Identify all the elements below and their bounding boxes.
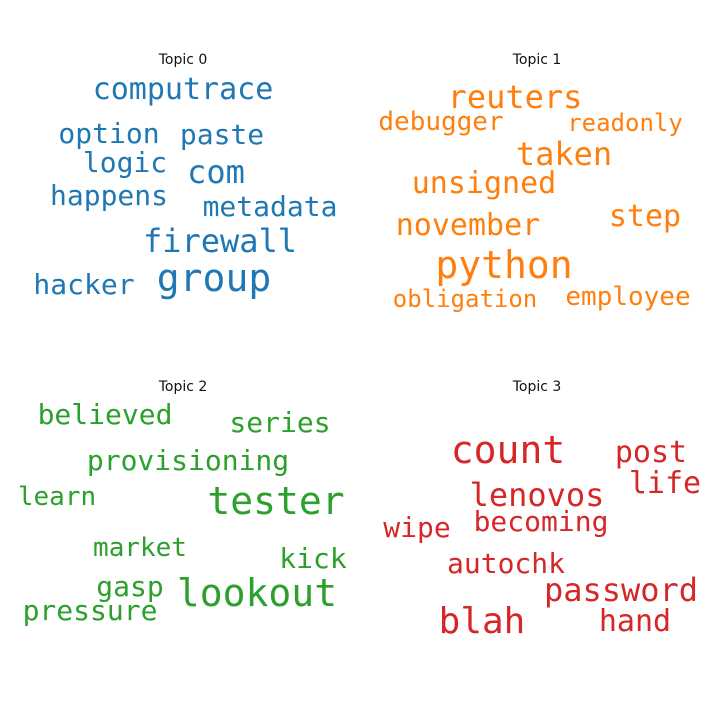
cloud-word: group bbox=[156, 256, 272, 300]
panel-title: Topic 0 bbox=[158, 52, 208, 68]
cloud-word: metadata bbox=[202, 190, 338, 223]
cloud-word: happens bbox=[49, 179, 169, 212]
cloud-word: post bbox=[614, 435, 688, 470]
cloud-word: autochk bbox=[446, 547, 566, 580]
cloud-word: obligation bbox=[392, 285, 538, 313]
cloud-word: readonly bbox=[567, 109, 683, 137]
cloud-word: kick bbox=[279, 542, 347, 575]
cloud-word: logic bbox=[82, 146, 168, 179]
cloud-word: option bbox=[58, 117, 160, 150]
cloud-word: debugger bbox=[378, 107, 504, 137]
topic-panel-1: Topic 1 reuters debugger readonly taken unsi… bbox=[360, 0, 720, 360]
cloud-word: reuters bbox=[447, 78, 583, 116]
cloud-word: market bbox=[93, 533, 187, 563]
cloud-word: tester bbox=[207, 479, 345, 523]
cloud-word: employee bbox=[565, 282, 691, 312]
topic-panel-2: Topic 2 believed series provisioning learn t… bbox=[0, 360, 360, 720]
cloud-word: taken bbox=[515, 135, 613, 173]
panel-title: Topic 3 bbox=[512, 379, 562, 395]
cloud-word: provisioning bbox=[86, 444, 290, 477]
panel-title: Topic 1 bbox=[512, 52, 562, 68]
cloud-word: step bbox=[608, 199, 682, 234]
cloud-word: believed bbox=[37, 398, 173, 431]
cloud-word: password bbox=[543, 571, 699, 609]
cloud-word: computrace bbox=[92, 72, 274, 107]
cloud-word: series bbox=[229, 406, 331, 439]
cloud-word: lenovos bbox=[469, 476, 605, 514]
cloud-word: pressure bbox=[22, 594, 158, 627]
panel-title: Topic 2 bbox=[158, 379, 208, 395]
cloud-word: life bbox=[628, 466, 702, 501]
cloud-word: paste bbox=[179, 118, 265, 151]
cloud-word: november bbox=[395, 208, 541, 243]
cloud-word: hand bbox=[598, 604, 672, 639]
cloud-word: unsigned bbox=[411, 166, 557, 201]
cloud-word: hacker bbox=[33, 268, 135, 301]
cloud-word: learn bbox=[17, 482, 97, 512]
cloud-word: wipe bbox=[383, 511, 451, 544]
cloud-word: gasp bbox=[96, 570, 164, 603]
topic-panel-0: Topic 0 computrace option paste logic com hap… bbox=[0, 0, 360, 360]
cloud-word: com bbox=[187, 153, 245, 191]
cloud-word: python bbox=[435, 243, 573, 287]
topic-panel-3: Topic 3 count post life lenovos wipe becoming… bbox=[360, 360, 720, 720]
cloud-word: becoming bbox=[473, 505, 609, 538]
cloud-word: blah bbox=[438, 601, 526, 642]
cloud-word: firewall bbox=[142, 222, 298, 260]
cloud-word: count bbox=[450, 428, 566, 472]
cloud-word: lookout bbox=[176, 571, 338, 615]
